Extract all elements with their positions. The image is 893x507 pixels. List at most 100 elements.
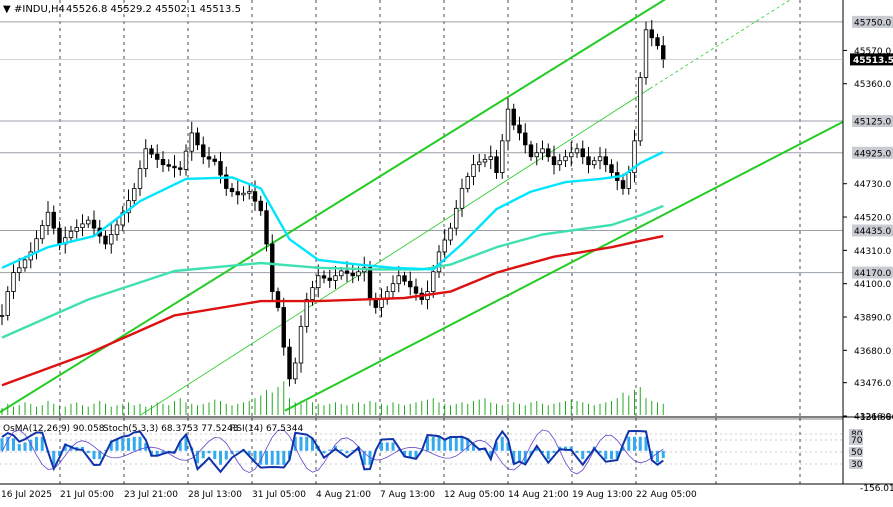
candle-body[interactable] <box>592 160 597 166</box>
candle-body[interactable] <box>74 227 79 232</box>
candle-body[interactable] <box>321 275 327 279</box>
candle-body[interactable] <box>160 158 166 166</box>
candle-body[interactable] <box>356 271 361 277</box>
candle-body[interactable] <box>551 156 557 166</box>
candle-body[interactable] <box>569 152 574 158</box>
candle-body[interactable] <box>114 224 120 235</box>
candle-body[interactable] <box>298 326 304 364</box>
candle-body[interactable] <box>17 267 22 273</box>
candle-body[interactable] <box>500 140 505 174</box>
candle-body[interactable] <box>413 286 419 294</box>
candle-body[interactable] <box>224 174 229 189</box>
candle-body[interactable] <box>603 156 608 166</box>
candle-body[interactable] <box>51 211 56 229</box>
candle-body[interactable] <box>534 152 539 158</box>
candle-body[interactable] <box>448 227 453 241</box>
candle-body[interactable] <box>649 29 654 39</box>
channel-line[interactable] <box>284 120 844 412</box>
candle-body[interactable] <box>620 180 626 189</box>
candle-body[interactable] <box>505 108 511 142</box>
candle-body[interactable] <box>431 271 436 293</box>
candle-body[interactable] <box>339 270 344 277</box>
candle-body[interactable] <box>155 153 160 160</box>
level-price-tag[interactable] <box>852 224 893 237</box>
candle-body[interactable] <box>454 207 459 229</box>
candle-body[interactable] <box>304 299 309 327</box>
candle-body[interactable] <box>517 124 522 134</box>
candle-body[interactable] <box>275 291 281 308</box>
candle-body[interactable] <box>149 148 154 155</box>
ema-fast-line[interactable] <box>1 150 664 271</box>
candle-body[interactable] <box>465 176 470 189</box>
candle-body[interactable] <box>574 148 580 154</box>
candle-body[interactable] <box>471 164 476 177</box>
candle-body[interactable] <box>557 160 562 166</box>
candle-body[interactable] <box>86 219 91 225</box>
candle-body[interactable] <box>442 239 447 253</box>
candle-body[interactable] <box>367 267 373 300</box>
candle-body[interactable] <box>327 277 332 281</box>
candle-body[interactable] <box>103 235 108 245</box>
candle-body[interactable] <box>488 156 493 160</box>
candle-body[interactable] <box>241 192 246 196</box>
candle-body[interactable] <box>408 280 413 288</box>
candle-body[interactable] <box>91 219 97 229</box>
candle-body[interactable] <box>172 165 177 169</box>
candle-body[interactable] <box>350 272 355 277</box>
candle-body[interactable] <box>178 167 183 170</box>
candle-body[interactable] <box>494 156 499 174</box>
channel-line[interactable] <box>649 0 843 89</box>
candle-body[interactable] <box>402 275 407 282</box>
candle-body[interactable] <box>586 156 591 166</box>
candle-body[interactable] <box>390 283 396 293</box>
candle-body[interactable] <box>373 299 378 308</box>
candle-body[interactable] <box>252 191 258 202</box>
candle-body[interactable] <box>540 148 545 154</box>
candle-body[interactable] <box>34 238 39 253</box>
level-price-tag[interactable] <box>852 146 893 159</box>
candle-body[interactable] <box>137 168 143 189</box>
candle-body[interactable] <box>293 362 298 380</box>
channel-line[interactable] <box>139 88 651 416</box>
candle-body[interactable] <box>183 150 189 170</box>
candle-body[interactable] <box>166 164 171 167</box>
candle-body[interactable] <box>45 211 51 226</box>
candle-body[interactable] <box>626 172 631 189</box>
level-price-tag[interactable] <box>852 115 893 128</box>
candle-body[interactable] <box>270 243 275 293</box>
candle-body[interactable] <box>258 200 263 212</box>
level-price-tag[interactable] <box>852 266 893 279</box>
stoch-line[interactable] <box>1 429 664 475</box>
candle-body[interactable] <box>379 299 384 308</box>
candle-body[interactable] <box>5 291 10 316</box>
candle-body[interactable] <box>281 307 286 348</box>
candle-body[interactable] <box>344 270 350 274</box>
candle-body[interactable] <box>546 148 551 158</box>
candle-body[interactable] <box>655 37 660 47</box>
candle-body[interactable] <box>597 156 603 162</box>
candle-body[interactable] <box>235 191 240 196</box>
candle-body[interactable] <box>195 132 200 146</box>
candle-body[interactable] <box>247 191 252 194</box>
candle-body[interactable] <box>126 200 131 214</box>
candle-body[interactable] <box>68 230 74 239</box>
candle-body[interactable] <box>661 45 666 60</box>
ema-slow-line[interactable] <box>1 234 664 387</box>
candle-body[interactable] <box>218 161 223 176</box>
candle-body[interactable] <box>316 275 321 289</box>
candle-body[interactable] <box>143 148 148 170</box>
candle-body[interactable] <box>609 164 614 174</box>
candle-body[interactable] <box>201 144 206 158</box>
candle-body[interactable] <box>310 287 315 300</box>
candle-body[interactable] <box>189 132 194 152</box>
candle-body[interactable] <box>57 227 62 245</box>
candle-body[interactable] <box>264 210 269 245</box>
candle-body[interactable] <box>132 188 137 202</box>
candle-body[interactable] <box>523 132 528 146</box>
candle-body[interactable] <box>580 148 585 158</box>
candle-body[interactable] <box>528 144 534 158</box>
candle-body[interactable] <box>511 108 516 126</box>
candle-body[interactable] <box>563 156 568 162</box>
candle-body[interactable] <box>80 223 85 229</box>
